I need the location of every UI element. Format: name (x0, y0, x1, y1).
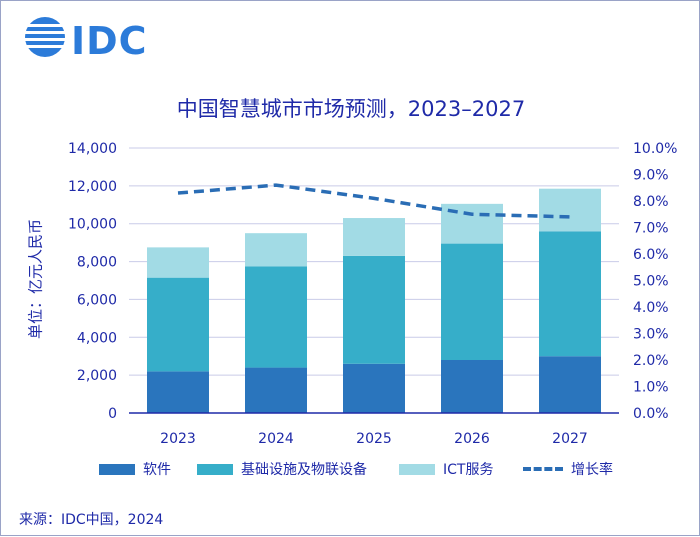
y2-tick-label: 10.0% (633, 141, 677, 157)
y2-tick-label: 1.0% (633, 380, 669, 396)
x-tick-label: 2026 (454, 431, 490, 447)
bar-ict (343, 218, 405, 256)
y2-tick-label: 5.0% (633, 274, 669, 290)
y-tick-label: 0 (108, 406, 117, 422)
x-tick-label: 2024 (258, 431, 294, 447)
legend-item-ict: ICT服务 (399, 459, 493, 479)
x-tick-label: 2027 (552, 431, 588, 447)
legend-swatch-growth (523, 467, 563, 471)
bar-infrastructure (441, 244, 503, 360)
y-tick-label: 14,000 (68, 141, 117, 157)
y-tick-label: 4,000 (77, 330, 117, 346)
legend-label-infrastructure: 基础设施及物联设备 (241, 459, 367, 479)
bar-ict (147, 247, 209, 277)
bar-ict (245, 233, 307, 266)
source-note: 来源：IDC中国，2024 (19, 509, 163, 529)
y2-tick-label: 9.0% (633, 168, 669, 184)
legend-label-growth: 增长率 (571, 459, 613, 479)
y2-tick-label: 4.0% (633, 300, 669, 316)
y2-tick-label: 0.0% (633, 406, 669, 422)
legend-item-software: 软件 (99, 459, 171, 479)
bar-software (441, 360, 503, 413)
legend-swatch-ict (399, 464, 435, 475)
bar-infrastructure (539, 231, 601, 356)
y-tick-label: 6,000 (77, 292, 117, 308)
legend-swatch-infrastructure (197, 464, 233, 475)
y-tick-label: 8,000 (77, 255, 117, 271)
y-tick-label: 2,000 (77, 368, 117, 384)
bar-infrastructure (245, 266, 307, 367)
legend-item-infrastructure: 基础设施及物联设备 (197, 459, 367, 479)
x-tick-label: 2023 (160, 431, 196, 447)
legend-swatch-software (99, 464, 135, 475)
legend-label-software: 软件 (143, 459, 171, 479)
bar-software (147, 371, 209, 413)
bar-infrastructure (343, 256, 405, 364)
bar-software (245, 368, 307, 413)
y-tick-label: 12,000 (68, 179, 117, 195)
y2-tick-label: 8.0% (633, 194, 669, 210)
y2-tick-label: 3.0% (633, 327, 669, 343)
bar-ict (539, 189, 601, 232)
y-tick-label: 10,000 (68, 217, 117, 233)
legend-label-ict: ICT服务 (443, 459, 493, 479)
growth-rate-line (178, 185, 570, 217)
x-tick-label: 2025 (356, 431, 392, 447)
y2-tick-label: 6.0% (633, 247, 669, 263)
y2-tick-label: 7.0% (633, 221, 669, 237)
y2-tick-label: 2.0% (633, 353, 669, 369)
legend-item-growth: 增长率 (523, 459, 613, 479)
bar-software (343, 364, 405, 413)
bar-software (539, 356, 601, 413)
bar-infrastructure (147, 278, 209, 372)
legend: 软件 基础设施及物联设备 ICT服务 增长率 (1, 459, 700, 483)
